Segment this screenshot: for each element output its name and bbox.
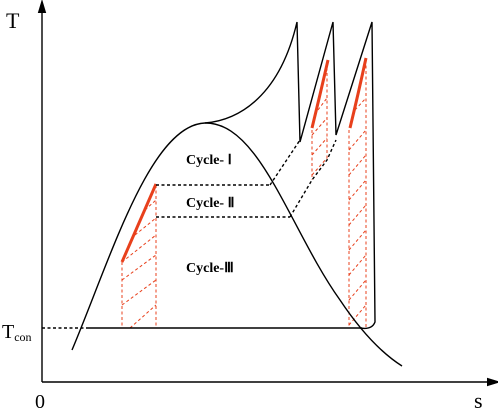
heating-segment bbox=[348, 57, 368, 129]
heating-segment bbox=[120, 183, 158, 263]
y-axis-label: T bbox=[6, 8, 20, 33]
hatching bbox=[121, 60, 367, 329]
cycle-path bbox=[204, 21, 376, 330]
origin-label: 0 bbox=[35, 391, 45, 412]
tcon-main: T bbox=[2, 321, 14, 343]
cycle1-line bbox=[269, 139, 301, 186]
cycle2-line bbox=[289, 139, 337, 218]
heating-segment bbox=[310, 59, 330, 129]
saturation-dome bbox=[71, 122, 403, 367]
cycle-label: Cycle- Ⅱ bbox=[186, 196, 234, 211]
tcon-sub: con bbox=[14, 330, 31, 344]
cycle-label: Cycle- Ⅰ bbox=[186, 153, 232, 168]
tcon-label: Tcon bbox=[2, 321, 32, 344]
cycle-label: Cycle-Ⅲ bbox=[186, 261, 234, 276]
x-axis-label: s bbox=[474, 388, 483, 412]
